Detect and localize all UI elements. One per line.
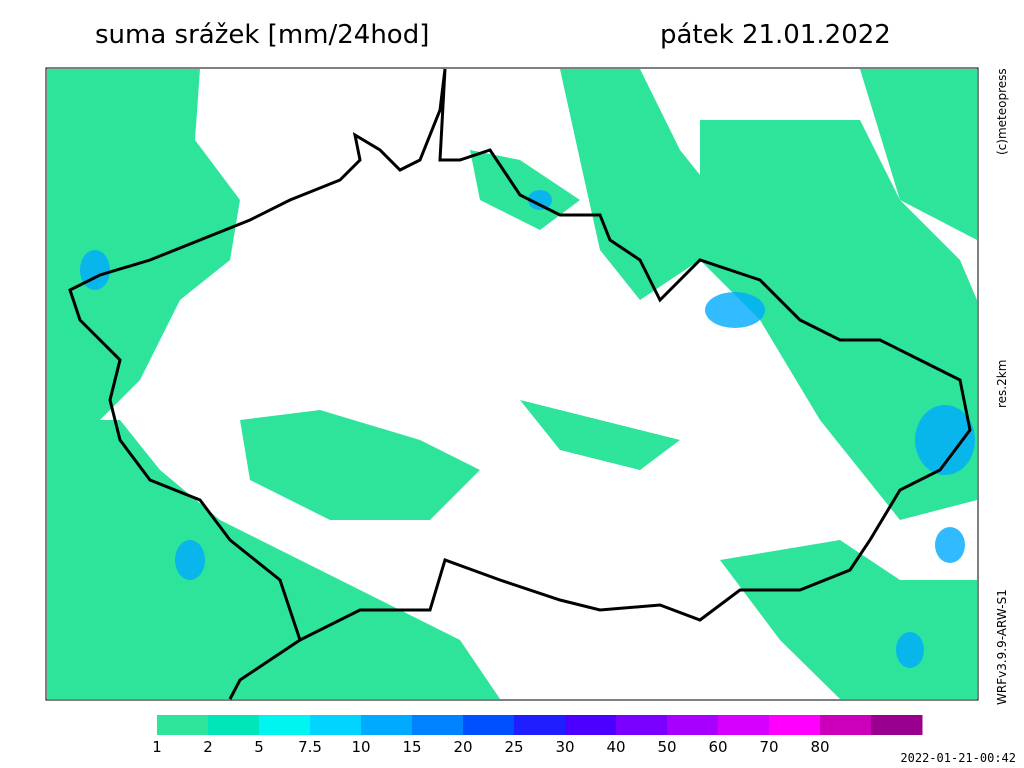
country-border	[68, 68, 972, 700]
colorbar-label: 15	[402, 738, 421, 756]
colorbar-label: 60	[708, 738, 727, 756]
colorbar: 1 2 5 7.5 10 15 20 25 30 40 50 60 70 80	[152, 715, 923, 756]
colorbar-segment	[157, 715, 209, 735]
precip-areas	[47, 69, 977, 699]
title: suma srážek [mm/24hod]	[95, 20, 429, 50]
colorbar-segment	[565, 715, 617, 735]
colorbar-segment	[259, 715, 311, 735]
colorbar-segment	[514, 715, 566, 735]
colorbar-segment	[820, 715, 872, 735]
date: pátek 21.01.2022	[660, 20, 891, 50]
colorbar-label: 5	[254, 738, 264, 756]
colorbar-segment	[769, 715, 821, 735]
resolution: res.2km	[995, 360, 1009, 408]
colorbar-label: 30	[555, 738, 574, 756]
colorbar-label: 80	[810, 738, 829, 756]
colorbar-segment	[208, 715, 260, 735]
colorbar-label: 20	[453, 738, 472, 756]
colorbar-segment	[412, 715, 464, 735]
colorbar-label: 25	[504, 738, 523, 756]
colorbar-segment	[718, 715, 770, 735]
colorbar-label: 7.5	[298, 738, 322, 756]
colorbar-label: 1	[152, 738, 162, 756]
colorbar-segment	[616, 715, 668, 735]
colorbar-segment	[310, 715, 362, 735]
map	[45, 67, 979, 701]
colorbar-label: 10	[351, 738, 370, 756]
colorbar-segment	[463, 715, 515, 735]
copyright: (c)meteopress	[995, 68, 1009, 155]
model: WRFv3.9.9-ARW-S1	[995, 589, 1009, 705]
colorbar-label: 40	[606, 738, 625, 756]
colorbar-segment	[667, 715, 719, 735]
colorbar-label: 2	[203, 738, 213, 756]
colorbar-segment	[871, 715, 923, 735]
colorbar-label: 50	[657, 738, 676, 756]
timestamp: 2022-01-21-00:42	[900, 751, 1016, 765]
colorbar-segment	[361, 715, 413, 735]
colorbar-label: 70	[759, 738, 778, 756]
